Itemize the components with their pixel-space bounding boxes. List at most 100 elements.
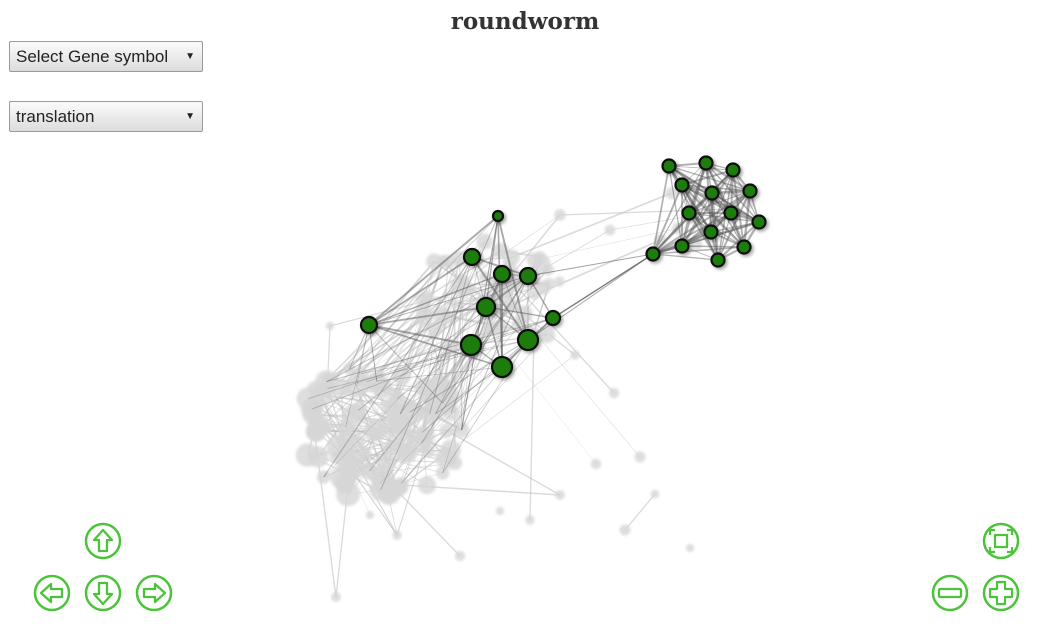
graph-node[interactable] <box>476 233 493 250</box>
highlighted-gene-node[interactable] <box>492 264 512 284</box>
graph-node[interactable] <box>435 466 450 480</box>
graph-node[interactable] <box>672 222 684 235</box>
graph-node[interactable] <box>665 187 678 200</box>
graph-node[interactable] <box>417 476 437 495</box>
highlighted-gene-node[interactable] <box>459 333 483 357</box>
highlighted-gene-node[interactable] <box>704 185 720 201</box>
highlighted-gene-node[interactable] <box>359 315 379 335</box>
graph-node[interactable] <box>725 184 738 197</box>
graph-node[interactable] <box>608 387 620 399</box>
graph-node[interactable] <box>634 451 646 463</box>
graph-node[interactable] <box>435 447 458 469</box>
graph-node[interactable] <box>336 482 361 507</box>
graph-node[interactable] <box>377 480 402 505</box>
graph-node[interactable] <box>342 404 366 428</box>
graph-node[interactable] <box>365 510 375 520</box>
pan-up-button[interactable] <box>83 521 123 561</box>
graph-node[interactable] <box>371 377 393 399</box>
highlighted-gene-node[interactable] <box>698 155 714 171</box>
graph-node[interactable] <box>371 428 384 441</box>
graph-node[interactable] <box>307 381 322 396</box>
graph-node[interactable] <box>482 320 498 336</box>
graph-node[interactable] <box>554 209 566 221</box>
graph-node[interactable] <box>439 423 455 438</box>
highlighted-gene-node[interactable] <box>518 266 538 286</box>
fit-view-button[interactable] <box>981 521 1021 561</box>
graph-node[interactable] <box>685 543 695 553</box>
graph-node[interactable] <box>392 530 402 540</box>
graph-node[interactable] <box>416 426 436 446</box>
highlighted-gene-node[interactable] <box>710 252 726 268</box>
graph-node[interactable] <box>428 406 443 421</box>
highlighted-gene-node[interactable] <box>490 355 514 379</box>
highlighted-gene-node[interactable] <box>681 205 697 221</box>
graph-node[interactable] <box>542 263 554 276</box>
graph-node[interactable] <box>534 251 547 264</box>
graph-node[interactable] <box>743 196 756 209</box>
graph-node[interactable] <box>654 234 667 247</box>
highlighted-gene-node[interactable] <box>742 183 758 199</box>
graph-node[interactable] <box>690 238 703 251</box>
pan-down-button[interactable] <box>83 573 123 613</box>
graph-node[interactable] <box>394 420 412 438</box>
graph-node[interactable] <box>426 321 442 338</box>
graph-node[interactable] <box>554 276 565 287</box>
graph-node[interactable] <box>355 446 372 462</box>
graph-node[interactable] <box>535 280 551 295</box>
highlighted-gene-node[interactable] <box>723 205 739 221</box>
graph-node[interactable] <box>453 422 470 438</box>
graph-node[interactable] <box>420 387 437 404</box>
graph-node[interactable] <box>495 506 505 516</box>
graph-node[interactable] <box>383 439 399 455</box>
highlighted-gene-node[interactable] <box>674 238 690 254</box>
graph-node[interactable] <box>392 366 412 386</box>
highlighted-gene-node[interactable] <box>661 158 677 174</box>
graph-node[interactable] <box>449 298 460 309</box>
highlighted-gene-node[interactable] <box>736 239 752 255</box>
highlighted-gene-node[interactable] <box>645 246 661 262</box>
zoom-in-button[interactable] <box>981 573 1021 613</box>
graph-node[interactable] <box>538 326 556 344</box>
graph-node[interactable] <box>398 400 422 425</box>
pan-left-button[interactable] <box>32 573 72 613</box>
graph-node[interactable] <box>619 524 631 536</box>
graph-node[interactable] <box>436 391 458 413</box>
gene-symbol-select[interactable]: Select Gene symbol ▼ <box>9 41 203 72</box>
graph-node[interactable] <box>454 550 466 562</box>
graph-node[interactable] <box>332 379 351 398</box>
highlighted-gene-node[interactable] <box>475 296 497 318</box>
graph-node[interactable] <box>339 457 358 476</box>
graph-node[interactable] <box>420 290 434 304</box>
function-select[interactable]: translation ▼ <box>9 101 203 132</box>
graph-node[interactable] <box>555 490 565 500</box>
graph-node[interactable] <box>604 224 616 236</box>
graph-node[interactable] <box>398 442 418 462</box>
zoom-out-button[interactable] <box>930 573 970 613</box>
graph-node[interactable] <box>343 362 356 375</box>
highlighted-gene-node[interactable] <box>462 247 482 267</box>
highlighted-gene-node[interactable] <box>725 162 741 178</box>
graph-node[interactable] <box>525 515 535 525</box>
graph-node[interactable] <box>316 470 331 484</box>
highlighted-gene-node[interactable] <box>703 224 719 240</box>
graph-node[interactable] <box>590 458 602 470</box>
graph-node[interactable] <box>350 433 366 449</box>
graph-node[interactable] <box>325 321 335 331</box>
highlighted-gene-node[interactable] <box>491 209 505 223</box>
graph-node[interactable] <box>650 489 660 499</box>
highlighted-gene-node[interactable] <box>516 328 540 352</box>
highlighted-gene-node[interactable] <box>751 214 767 230</box>
pan-right-button[interactable] <box>134 573 174 613</box>
graph-node[interactable] <box>426 253 443 270</box>
graph-node[interactable] <box>329 450 343 464</box>
graph-node[interactable] <box>570 350 580 360</box>
highlighted-gene-node[interactable] <box>544 309 562 327</box>
graph-node[interactable] <box>305 421 327 443</box>
graph-node[interactable] <box>443 339 460 355</box>
graph-node[interactable] <box>455 274 471 289</box>
graph-node[interactable] <box>331 592 341 602</box>
highlighted-gene-node[interactable] <box>674 177 690 193</box>
graph-node[interactable] <box>295 443 320 467</box>
graph-node[interactable] <box>421 444 435 458</box>
